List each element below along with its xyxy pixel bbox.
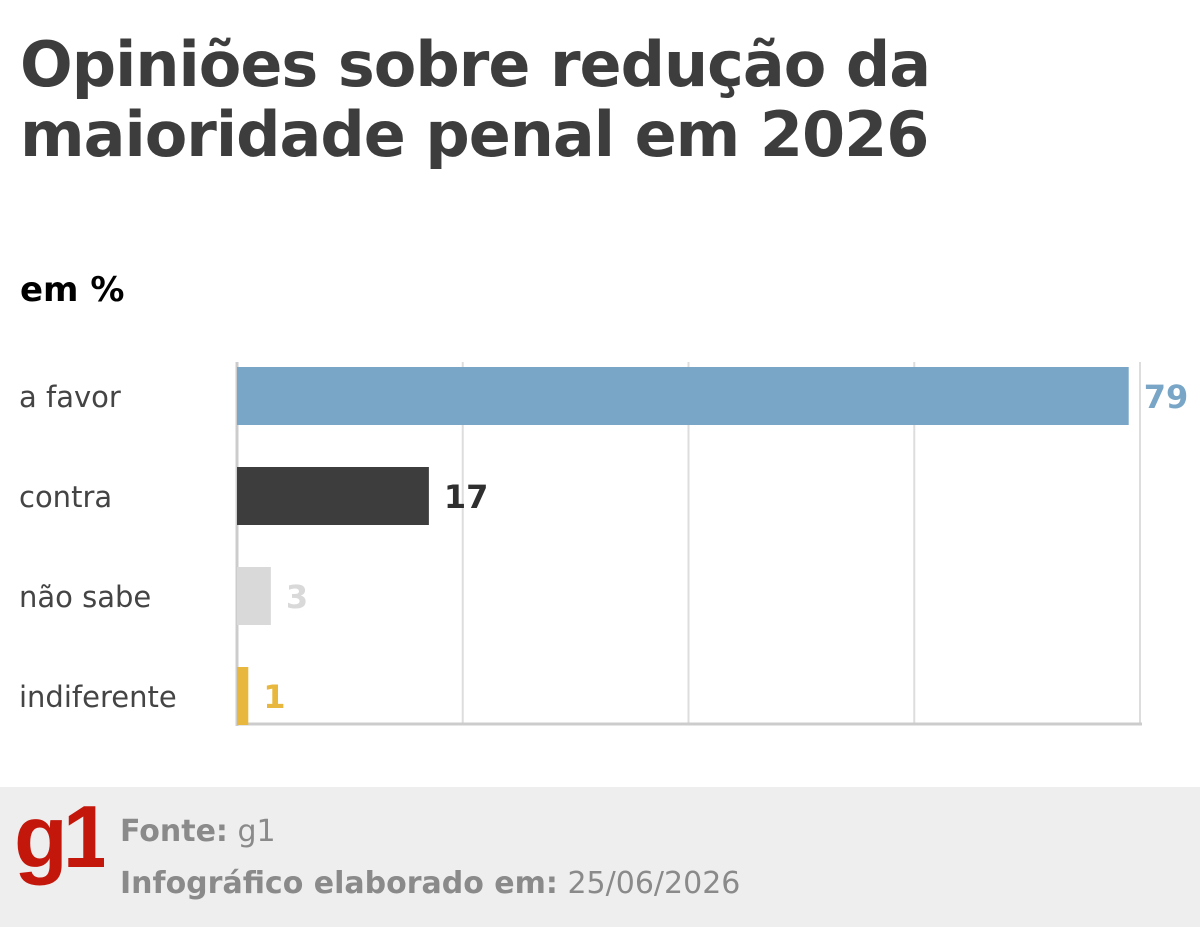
unit-label: em % [20, 270, 125, 310]
footer: g1 Fonte: g1 Infográfico elaborado em: 2… [0, 787, 1200, 927]
date-line: Infográfico elaborado em: 25/06/2026 [120, 864, 740, 904]
bar-chart: a favor 79 contra 17 não sabe 3 indiferente 1 [19, 362, 1189, 726]
bar-2 [237, 467, 429, 525]
category-label: não sabe [19, 580, 151, 614]
g1-logo: g1 [14, 801, 104, 886]
source-value: g1 [237, 814, 276, 849]
category-label: contra [19, 480, 112, 514]
data-label: 3 [286, 578, 308, 616]
chart-title: Opiniões sobre redução da maioridade pen… [20, 28, 931, 171]
bar-4 [237, 667, 249, 725]
data-label: 1 [263, 678, 285, 716]
category-label: a favor [19, 380, 121, 414]
source-line: Fonte: g1 [120, 812, 276, 852]
source-label: Fonte: [120, 814, 228, 849]
data-label: 79 [1144, 378, 1189, 416]
date-label: Infográfico elaborado em: [120, 866, 558, 901]
g1-logo-text: g1 [14, 801, 104, 886]
category-label: indiferente [19, 680, 177, 714]
bar-3 [237, 567, 271, 625]
bar-1 [237, 367, 1129, 425]
date-value: 25/06/2026 [567, 866, 741, 901]
data-label: 17 [444, 478, 489, 516]
